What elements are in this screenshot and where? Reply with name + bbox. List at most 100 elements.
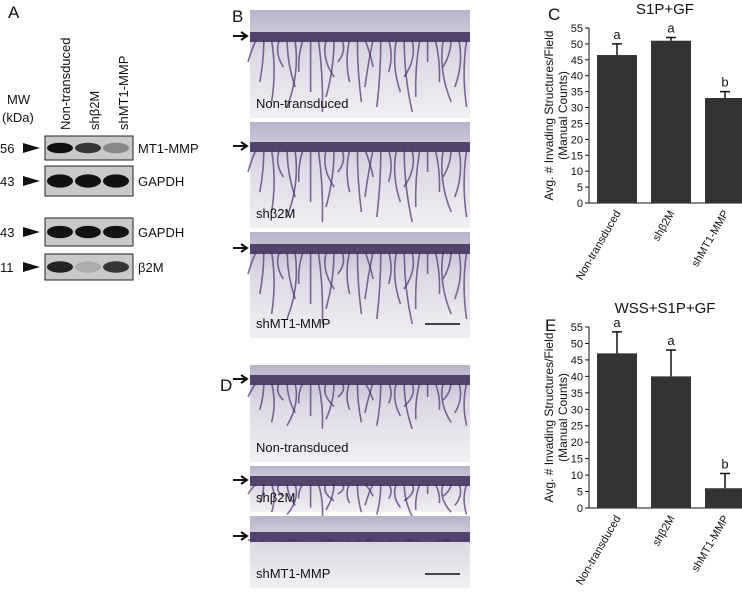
sprout <box>325 39 335 98</box>
sprout <box>337 382 345 398</box>
sprout <box>463 382 468 426</box>
sprout <box>247 251 257 275</box>
sprout <box>403 39 415 78</box>
sprout <box>376 251 382 320</box>
sprout <box>442 149 452 178</box>
blot-band <box>103 142 129 154</box>
sprout <box>346 251 351 295</box>
sprout <box>463 39 468 108</box>
y-tick-label: 30 <box>571 103 583 115</box>
sprout <box>317 149 324 223</box>
vessel-band <box>250 32 470 42</box>
micrograph <box>250 122 470 228</box>
sprout <box>434 483 441 504</box>
y-tick-label: 15 <box>571 454 583 466</box>
sprout <box>325 382 335 420</box>
sprout <box>317 39 324 113</box>
sprout <box>276 251 285 280</box>
sprout <box>376 483 382 515</box>
blot-label: GAPDH <box>138 225 184 240</box>
sprout <box>337 149 345 173</box>
sprout <box>442 483 452 497</box>
sprout <box>387 251 392 285</box>
sprout <box>376 39 382 108</box>
blot-band <box>47 174 73 188</box>
sprout <box>286 483 298 515</box>
sprout <box>403 39 413 113</box>
arrow <box>233 141 249 151</box>
arrow <box>233 531 249 541</box>
x-tick-label: shβ2M <box>651 514 678 549</box>
sprout <box>297 382 304 404</box>
panel-label: C <box>548 5 560 24</box>
image-label: shMT1-MMP <box>256 316 330 331</box>
sprout <box>317 251 324 325</box>
sprout <box>346 382 351 411</box>
bar <box>597 55 637 203</box>
mw-label: (kDa) <box>2 110 34 125</box>
y-tick-label: 20 <box>571 437 583 449</box>
sprout <box>259 39 265 83</box>
arrow <box>233 31 249 41</box>
significance-letter: a <box>613 315 621 330</box>
bar <box>651 40 691 204</box>
bar <box>705 488 742 508</box>
y-tick-label: 50 <box>571 39 583 51</box>
sprout <box>454 251 462 300</box>
blot-band <box>75 225 101 239</box>
y-axis-label: (Manual Counts) <box>556 373 570 462</box>
column-header: Non-transduced <box>58 38 73 131</box>
error-bar <box>666 349 676 377</box>
sprout <box>376 382 382 426</box>
image-label: Non-transduced <box>256 96 349 111</box>
sprout <box>356 382 363 423</box>
sprout <box>259 483 265 504</box>
blot-band <box>75 174 101 188</box>
mw-arrow <box>23 176 40 186</box>
chart-title: S1P+GF <box>636 1 694 18</box>
sprout <box>414 251 421 310</box>
image-label: Non-transduced <box>256 440 349 455</box>
sprout <box>463 251 468 320</box>
y-tick-label: 5 <box>577 487 583 499</box>
sprout <box>356 251 363 315</box>
significance-letter: a <box>667 21 675 36</box>
y-axis-label: Avg. # Invading Structures/Field <box>542 31 556 201</box>
mw-value: 56 <box>0 141 14 156</box>
x-tick-label: Non-transduced <box>574 514 624 588</box>
blot-band <box>103 261 129 273</box>
mw-arrow <box>23 262 40 272</box>
sprout <box>276 149 285 178</box>
y-axis-label: (Manual Counts) <box>556 71 570 160</box>
sprout <box>356 149 363 213</box>
sprout <box>346 149 351 193</box>
blot-band <box>103 225 129 239</box>
sprout <box>325 149 335 208</box>
y-tick-label: 10 <box>571 166 583 178</box>
y-tick-label: 30 <box>571 404 583 416</box>
y-tick-label: 0 <box>577 198 583 210</box>
sprout <box>286 382 298 427</box>
sprout <box>270 483 275 513</box>
image-label: shβ2M <box>256 206 295 221</box>
arrow <box>233 374 249 384</box>
sprout <box>403 251 415 290</box>
mw-arrow <box>23 143 40 153</box>
sprout <box>317 483 324 517</box>
sprout <box>324 149 335 188</box>
sprout <box>387 382 392 404</box>
mw-label: MW <box>7 92 31 107</box>
y-tick-label: 55 <box>571 23 583 35</box>
sprout <box>434 149 441 193</box>
blot-band <box>75 261 101 273</box>
sprout <box>434 382 441 410</box>
significance-letter: a <box>667 333 675 348</box>
micrograph <box>250 10 470 118</box>
sprout <box>364 382 374 414</box>
sprout <box>393 251 402 305</box>
y-axis-label: Avg. # Invading Structures/Field <box>542 333 556 503</box>
error-bar <box>612 43 622 56</box>
blot-label: GAPDH <box>138 174 184 189</box>
sprout <box>286 251 298 320</box>
